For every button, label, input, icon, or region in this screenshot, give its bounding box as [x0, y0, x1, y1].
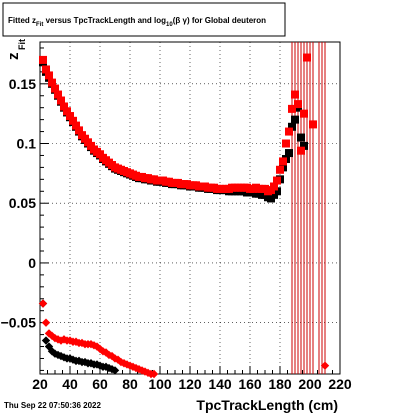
data-point: [69, 116, 77, 125]
title-sub1: Fit: [36, 22, 43, 28]
x-tick-labels: 20 40 60 80 100 120 140 160 180 200 220: [32, 376, 352, 392]
data-point: [45, 71, 53, 80]
data-point: [309, 120, 317, 129]
data-point: [288, 122, 296, 131]
data-point: [270, 182, 278, 191]
error-bars: [291, 42, 326, 374]
data-point: [276, 165, 284, 174]
y-tick-label: 0.1: [17, 136, 37, 152]
data-point: [300, 141, 308, 150]
y-axis-title-sub: Fit: [17, 39, 27, 50]
data-point: [57, 96, 65, 105]
footer-datestamp: Thu Sep 22 07:50:36 2022: [4, 401, 101, 410]
axis-ticks: [39, 47, 341, 374]
data-point: [63, 107, 71, 116]
data-point: [273, 176, 281, 185]
data-point: [279, 157, 287, 166]
x-axis-title: TpcTrackLength (cm): [196, 397, 338, 413]
data-point-tail: [149, 369, 159, 379]
x-tick-label: 220: [328, 376, 352, 392]
y-tick-label: 0.15: [9, 76, 36, 92]
data-point: [282, 139, 290, 148]
y-axis-title: z Fit: [5, 39, 27, 60]
x-tick-label: 60: [92, 376, 108, 392]
y-axis-title-main: z: [5, 53, 22, 61]
x-tick-label: 120: [178, 376, 202, 392]
x-tick-label: 160: [238, 376, 262, 392]
chart-title-box: Fitted zFit versus TpcTrackLength and lo…: [2, 2, 286, 37]
title-sub2: 10: [166, 22, 173, 28]
data-point-tail: [320, 361, 330, 370]
data-point: [291, 90, 299, 99]
y-tick-label: 0: [28, 255, 36, 271]
data-point: [72, 121, 80, 130]
data-point: [75, 126, 83, 135]
data-point: [60, 102, 68, 111]
data-point: [300, 109, 308, 118]
x-tick-label: 180: [268, 376, 292, 392]
data-point: [288, 104, 296, 113]
x-tick-label: 40: [62, 376, 78, 392]
data-point: [294, 100, 302, 109]
data-point: [297, 133, 305, 142]
title-post: (β γ) for Global deuteron: [173, 16, 266, 25]
data-point-tail: [41, 318, 51, 327]
chart-title: Fitted zFit versus TpcTrackLength and lo…: [8, 16, 266, 28]
data-point-tail: [110, 366, 120, 375]
y-tick-labels: −0.05 0 0.05 0.1 0.15: [1, 76, 37, 331]
data-point: [303, 53, 311, 62]
data-point: [297, 146, 305, 155]
data-point: [54, 90, 62, 99]
data-point: [66, 112, 74, 121]
x-tick-label: 200: [298, 376, 322, 392]
data-point: [51, 84, 59, 93]
y-tick-label: 0.05: [9, 195, 36, 211]
x-tick-label: 140: [208, 376, 232, 392]
data-point: [39, 55, 47, 64]
data-point: [48, 78, 56, 87]
title-mid: versus TpcTrackLength and log: [43, 16, 166, 25]
data-point: [42, 65, 50, 74]
title-pre: Fitted z: [8, 16, 36, 25]
data-point: [273, 187, 281, 196]
x-tick-label: 20: [32, 376, 48, 392]
y-tick-label: −0.05: [1, 315, 37, 331]
data-point: [291, 115, 299, 124]
data-point-tail: [41, 336, 51, 345]
data-point-tail: [38, 299, 48, 308]
data-point: [285, 149, 293, 158]
data-point: [285, 127, 293, 136]
data-marks: [38, 53, 330, 379]
x-tick-label: 100: [148, 376, 172, 392]
x-tick-label: 80: [122, 376, 138, 392]
